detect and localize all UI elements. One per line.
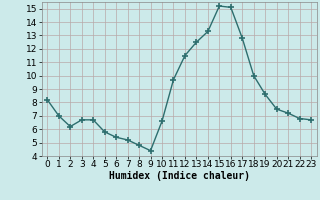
X-axis label: Humidex (Indice chaleur): Humidex (Indice chaleur) xyxy=(109,171,250,181)
